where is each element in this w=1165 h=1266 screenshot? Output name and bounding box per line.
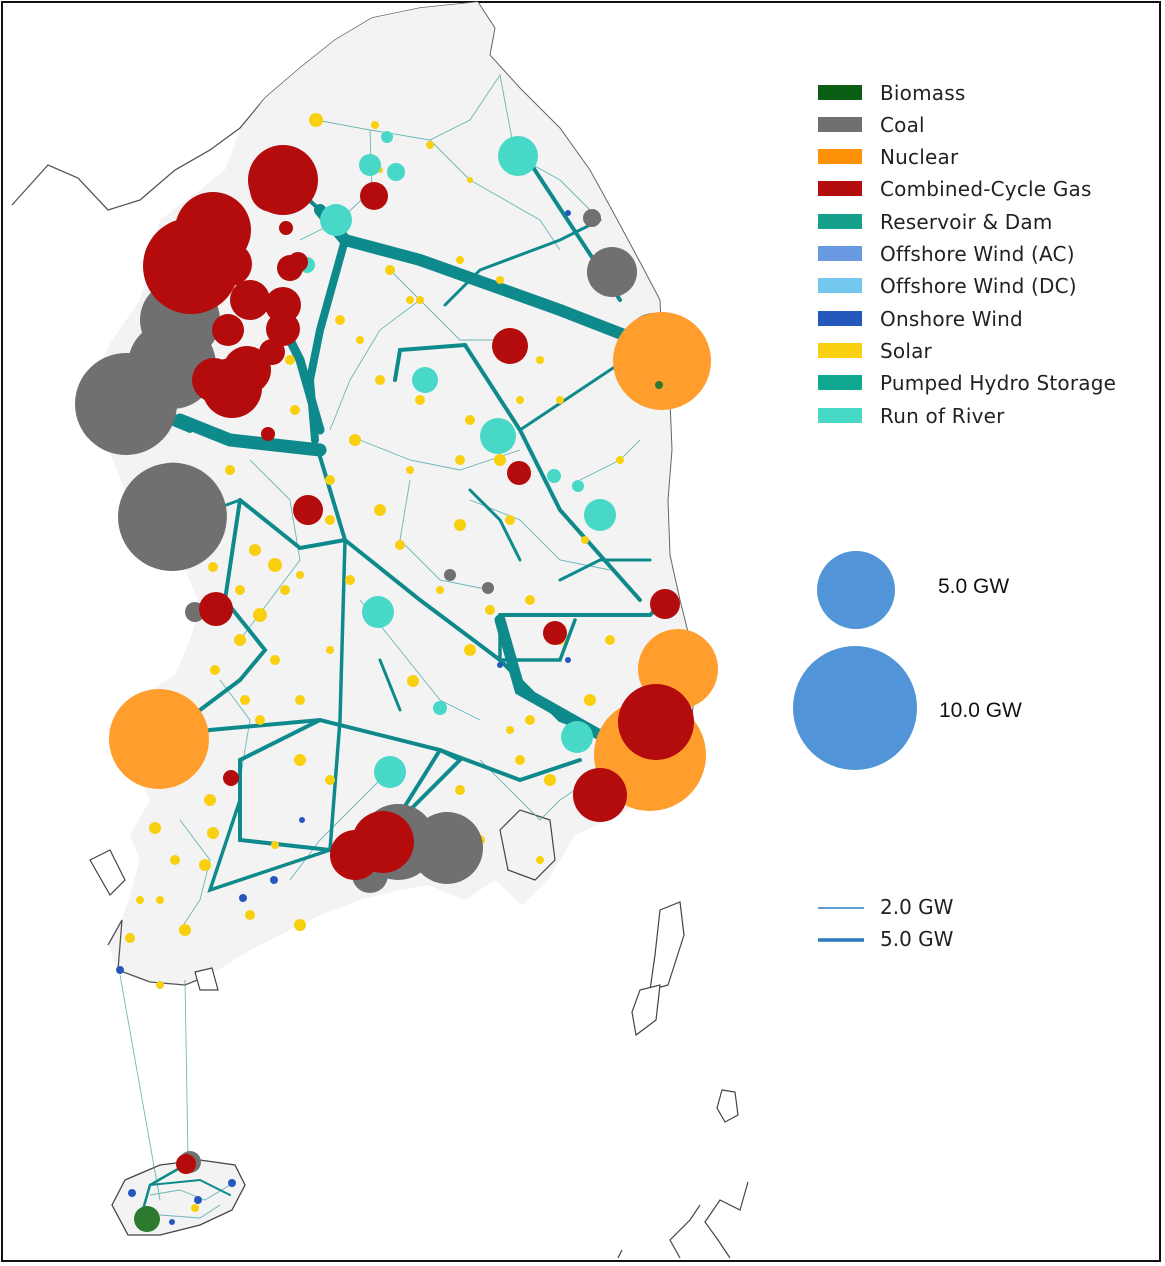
- legend-label: Biomass: [880, 81, 966, 105]
- run-of-river-nodes: [299, 131, 616, 788]
- japan-coast: [617, 1181, 749, 1259]
- legend-label: Run of River: [880, 404, 1005, 428]
- legend-swatch: [818, 117, 862, 132]
- south-coastline: [107, 919, 211, 986]
- legend-label: Solar: [880, 339, 932, 363]
- legend-label: Nuclear: [880, 145, 959, 169]
- line-legend-2gw-label: 2.0 GW: [880, 895, 954, 919]
- legend-label: Pumped Hydro Storage: [880, 371, 1117, 395]
- legend-swatch: [818, 343, 862, 358]
- legend-swatch: [818, 408, 862, 423]
- southwest-island: [89, 849, 126, 896]
- legend-label: Coal: [880, 113, 925, 137]
- legend-swatch: [818, 246, 862, 261]
- legend-label: Onshore Wind: [880, 307, 1023, 331]
- tsushima-north: [649, 901, 685, 991]
- legend-swatch: [818, 181, 862, 196]
- size-legend-5gw-label: 5.0 GW: [938, 575, 1010, 598]
- biomass-plant-jeju: [134, 1206, 160, 1232]
- legend-swatch: [818, 214, 862, 229]
- biomass-plant-east: [655, 381, 663, 389]
- legend-label: Offshore Wind (AC): [880, 242, 1075, 266]
- legend-swatch: [818, 149, 862, 164]
- legend-swatch: [818, 278, 862, 293]
- legend-label: Reservoir & Dam: [880, 210, 1053, 234]
- tsushima-south: [631, 984, 661, 1037]
- line-legend-5gw-label: 5.0 GW: [880, 927, 954, 951]
- gas-plants: [143, 145, 694, 1174]
- legend-label: Offshore Wind (DC): [880, 274, 1077, 298]
- size-legend-10gw-circle: [793, 646, 917, 770]
- legend-label: Combined-Cycle Gas: [880, 177, 1092, 201]
- legend-swatch: [818, 85, 862, 100]
- jeju-island: [111, 1159, 246, 1236]
- legend-swatch: [818, 311, 862, 326]
- wind-nodes: [116, 210, 571, 1225]
- legend-swatch: [818, 375, 862, 390]
- japan-islet: [716, 1089, 739, 1123]
- size-legend-5gw-circle: [817, 551, 895, 629]
- south-island-a: [194, 967, 219, 991]
- coal-wedge-west: [118, 462, 227, 571]
- size-legend-10gw-label: 10.0 GW: [939, 699, 1022, 722]
